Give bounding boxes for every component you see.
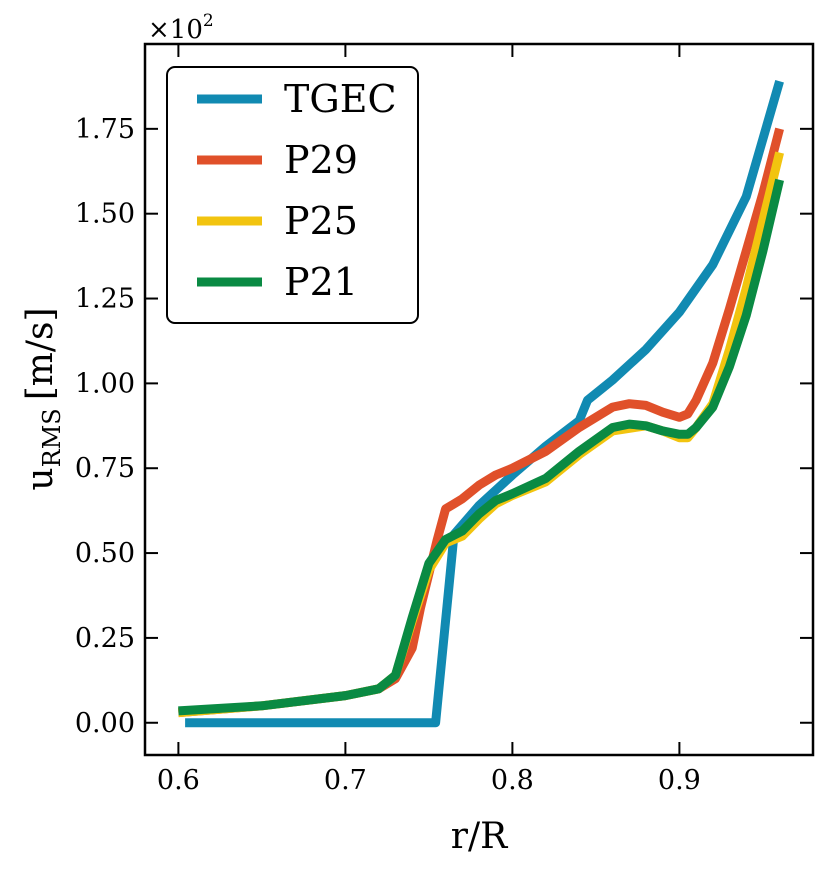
x-tick-label: 0.9 xyxy=(658,765,701,796)
y-axis-label-unit: [m/s] xyxy=(20,307,61,400)
legend-label-p21: P21 xyxy=(284,260,358,304)
series-line-p21 xyxy=(178,178,784,716)
series-layer xyxy=(178,80,784,728)
y-tick-label: 1.75 xyxy=(75,114,135,145)
x-tick-label: 0.6 xyxy=(157,765,200,796)
y-tick-label: 1.00 xyxy=(75,368,135,399)
y-tick-label: 0.00 xyxy=(75,708,135,739)
legend-label-p25: P25 xyxy=(284,199,358,243)
y-tick-label: 0.50 xyxy=(75,538,135,569)
tick-layer: 0.6 0.7 0.8 0.9 0.00 0.25 0.50 0.75 1.00 1.25 1.50… xyxy=(75,44,813,796)
y-tick-label: 0.75 xyxy=(75,453,135,484)
y-multiplier-exponent: 2 xyxy=(203,11,214,31)
y-axis-label-subscript: RMS xyxy=(38,408,66,467)
legend-label-p29: P29 xyxy=(284,138,358,182)
legend: TGEC P29 P25 P21 xyxy=(166,66,419,324)
x-tick-label: 0.7 xyxy=(324,765,367,796)
plot-frame xyxy=(143,42,815,757)
y-tick-label: 1.25 xyxy=(75,284,135,315)
legend-label-tgec: TGEC xyxy=(284,77,397,121)
y-tick-label: 1.50 xyxy=(75,199,135,230)
y-multiplier: ×102 xyxy=(148,11,214,45)
y-tick-label: 0.25 xyxy=(75,623,135,654)
legend-box xyxy=(166,66,419,324)
x-tick-label: 0.8 xyxy=(491,765,534,796)
y-axis-label: uRMS[m/s] xyxy=(20,307,66,490)
x-axis-label: r/R xyxy=(451,816,508,857)
